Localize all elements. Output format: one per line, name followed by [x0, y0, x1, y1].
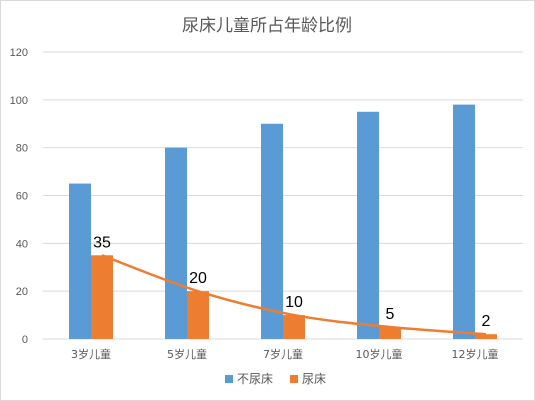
y-tick-label: 0 [22, 334, 28, 346]
x-category-label: 7岁儿童 [263, 347, 303, 361]
y-tick-label: 60 [16, 191, 28, 203]
y-tick-label: 80 [16, 143, 28, 155]
y-tick-label: 120 [10, 47, 28, 59]
legend-swatch-wet [290, 375, 298, 383]
legend-label-dry: 不尿床 [237, 372, 273, 386]
x-category-label: 3岁儿童 [71, 347, 111, 361]
x-axis-categories: 3岁儿童 5岁儿童 7岁儿童 10岁儿童 12岁儿童 [71, 347, 499, 361]
y-tick-label: 20 [16, 286, 28, 298]
bar-wet-4 [475, 334, 497, 339]
bar-wet-2 [283, 315, 305, 339]
chart-title: 尿床儿童所占年龄比例 [182, 16, 352, 36]
data-label-wet: 5 [386, 306, 395, 323]
y-tick-label: 40 [16, 238, 28, 250]
y-tick-label: 100 [10, 95, 28, 107]
trendlines [101, 254, 487, 336]
data-label-wet: 10 [285, 294, 303, 311]
data-label-wet: 2 [482, 313, 491, 330]
data-labels: 35 20 10 5 2 [93, 234, 490, 330]
data-label-wet: 20 [189, 270, 207, 287]
legend-swatch-dry [225, 375, 233, 383]
bar-wet-3 [379, 327, 401, 339]
bar-dry-0 [69, 183, 91, 339]
bars [69, 104, 497, 340]
bar-dry-4 [453, 104, 475, 339]
data-label-wet: 35 [93, 234, 111, 251]
trendline-wet [101, 254, 487, 336]
legend-label-wet: 尿床 [302, 372, 326, 386]
bar-dry-2 [261, 123, 283, 339]
legend: 不尿床 尿床 [225, 372, 326, 386]
bar-dry-1 [165, 147, 187, 339]
x-category-label: 10岁儿童 [356, 347, 403, 361]
bar-dry-3 [357, 111, 379, 340]
bar-wet-1 [187, 291, 209, 339]
bar-wet-0 [91, 255, 113, 339]
x-category-label: 12岁儿童 [452, 347, 499, 361]
x-category-label: 5岁儿童 [167, 347, 207, 361]
y-axis-ticks: 0 20 40 60 80 100 120 [10, 47, 28, 346]
